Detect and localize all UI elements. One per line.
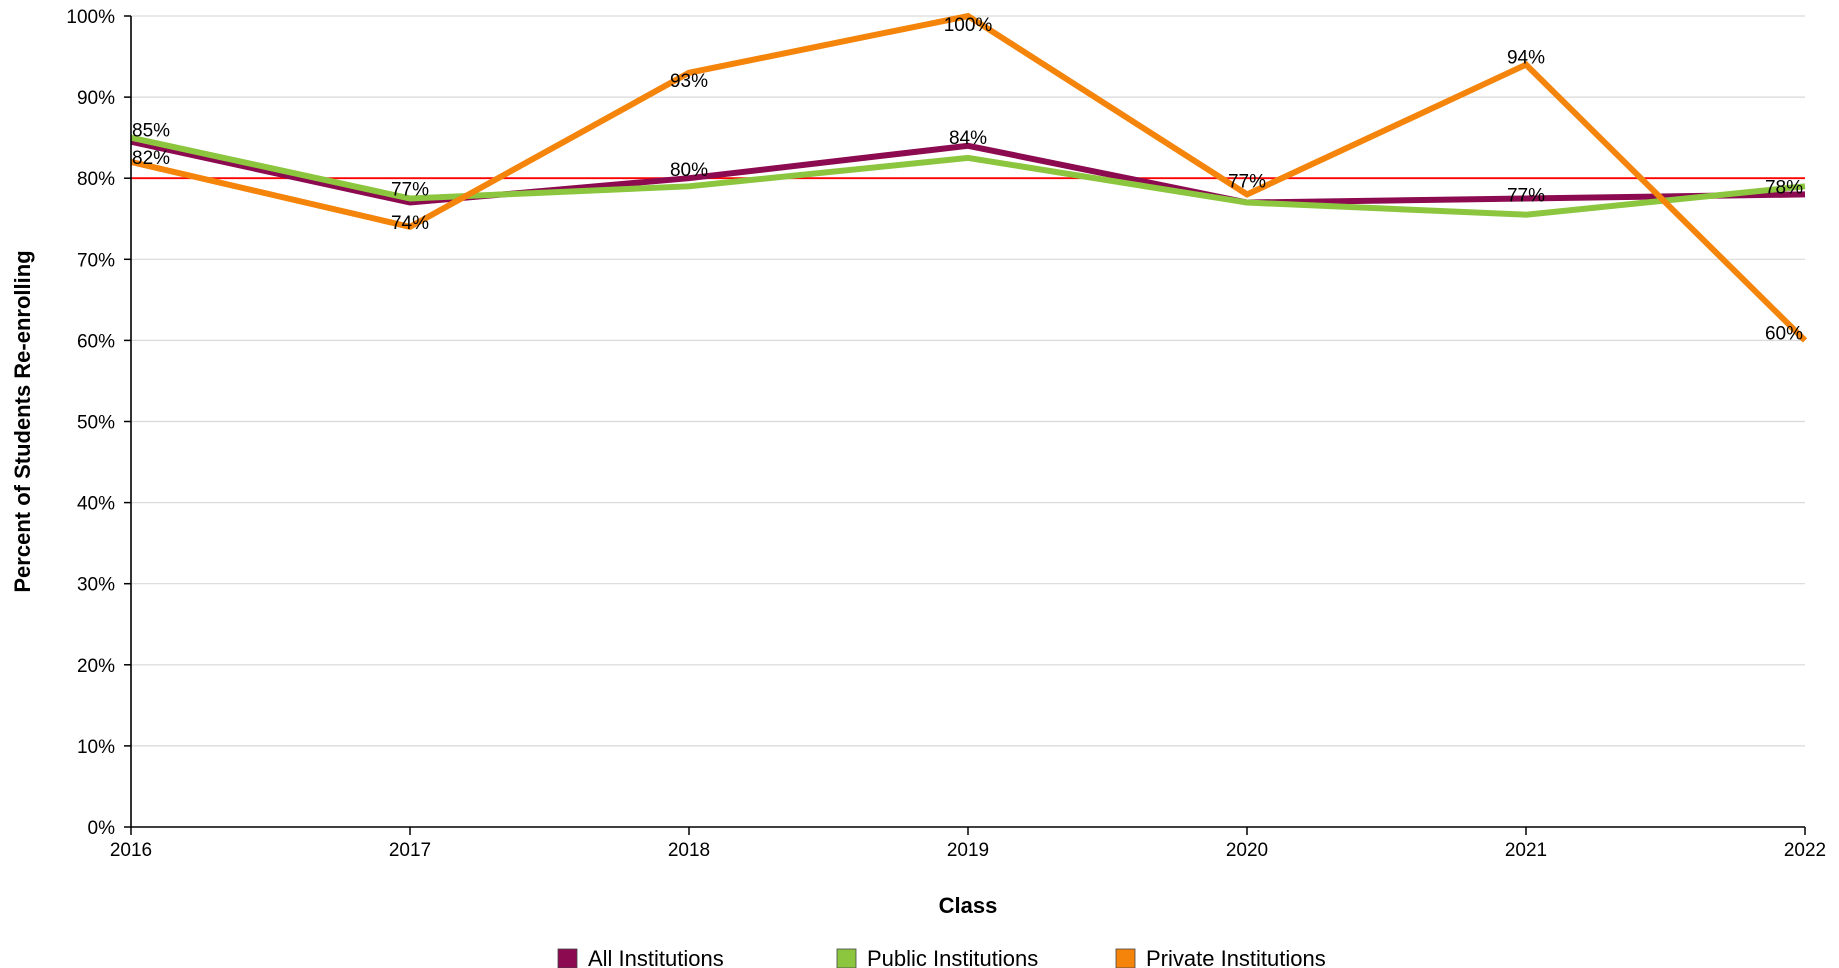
legend: All Institutions Public Institutions Priva…	[557, 946, 1326, 968]
data-label: 85%	[132, 121, 170, 142]
y-tick-label: 60%	[77, 331, 115, 352]
data-label: 78%	[1765, 177, 1803, 198]
y-axis-title: Percent of Students Re-enrolling	[10, 250, 35, 592]
legend-label: Public Institutions	[867, 946, 1038, 968]
series-line-public-institutions	[130, 134, 1806, 218]
data-label: 60%	[1765, 323, 1803, 344]
y-tick-label: 50%	[77, 413, 115, 434]
x-tick-label: 2017	[389, 840, 431, 861]
x-tick-label: 2022	[1784, 840, 1826, 861]
y-tick-label: 80%	[77, 169, 115, 190]
data-label: 74%	[391, 213, 429, 234]
x-tick-label: 2019	[947, 840, 989, 861]
y-axis-ticks: 0% 10% 20% 30% 40% 50% 60% 70% 80% 90% 100%	[66, 7, 131, 839]
legend-swatch	[836, 948, 857, 968]
data-label: 84%	[949, 128, 987, 149]
legend-swatch	[1115, 948, 1136, 968]
legend-label: All Institutions	[588, 946, 724, 968]
y-tick-label: 0%	[88, 818, 116, 839]
x-tick-label: 2016	[110, 840, 152, 861]
y-tick-label: 100%	[66, 7, 115, 28]
gridlines	[131, 15, 1805, 747]
series-line-all-institutions	[130, 138, 1806, 206]
x-axis-ticks: 2016 2017 2018 2019 2020 2021 2022	[110, 827, 1826, 861]
data-label: 100%	[944, 15, 993, 36]
data-label: 80%	[670, 160, 708, 181]
data-label: 82%	[132, 148, 170, 169]
y-tick-label: 90%	[77, 88, 115, 109]
y-tick-label: 10%	[77, 737, 115, 758]
data-label: 77%	[391, 179, 429, 200]
x-axis-title: Class	[939, 893, 998, 918]
series-line-private-institutions	[130, 12, 1808, 343]
y-tick-label: 30%	[77, 575, 115, 596]
data-label: 94%	[1507, 48, 1545, 69]
y-tick-label: 40%	[77, 494, 115, 515]
legend-label: Private Institutions	[1146, 946, 1326, 968]
legend-swatch	[557, 948, 578, 968]
data-label: 77%	[1507, 186, 1545, 207]
series-lines	[130, 12, 1808, 343]
data-label: 77%	[1228, 171, 1266, 192]
y-tick-label: 20%	[77, 656, 115, 677]
data-label: 93%	[670, 71, 708, 92]
x-tick-label: 2018	[668, 840, 710, 861]
x-tick-label: 2021	[1505, 840, 1547, 861]
data-labels: 80% 84% 78% 85% 77% 77% 82% 74% 93% 100% 77% 94% 60%	[132, 15, 1803, 344]
y-tick-label: 70%	[77, 250, 115, 271]
x-tick-label: 2020	[1226, 840, 1268, 861]
